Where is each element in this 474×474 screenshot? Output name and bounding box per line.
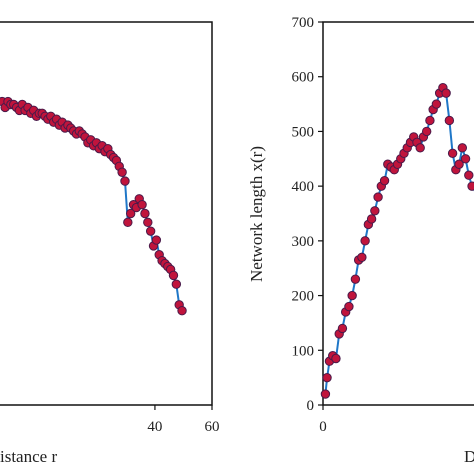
left-data-point (168, 270, 179, 281)
right-data-point (347, 290, 357, 301)
right-x-tick-label: 0 (319, 419, 327, 435)
left-data-point (143, 217, 153, 228)
right-y-tick-label: 600 (292, 70, 315, 86)
left-series-line (0, 99, 183, 312)
right-data-point (344, 301, 354, 312)
right-series-points (320, 82, 474, 399)
right-data-point (337, 323, 348, 334)
plot-frame-right (322, 21, 474, 406)
right-data-point (447, 148, 458, 159)
right-data-point (464, 170, 474, 180)
left-x-tick-label: 40 (147, 419, 162, 435)
right-y-tick-label: 400 (292, 179, 315, 195)
right-data-point (373, 192, 383, 202)
left-data-point (140, 208, 150, 219)
right-y-axis-label: Network length x(r) (247, 146, 266, 282)
right-y-ticks: 0 100 200 300 400 500 600 700 (292, 15, 323, 414)
right-x-ticks: 020 (319, 405, 327, 435)
left-data-point (171, 279, 182, 289)
left-x-axis-label: istance r (0, 447, 57, 466)
left-data-point (123, 217, 133, 228)
right-data-point (425, 115, 435, 126)
left-series-points (0, 96, 187, 316)
right-data-point (444, 115, 455, 126)
right-data-point (415, 143, 425, 153)
right-data-point (441, 88, 451, 98)
right-y-tick-label: 100 (292, 343, 315, 359)
right-x-axis-label: D (464, 447, 474, 466)
right-y-tick-label: 300 (292, 234, 315, 250)
left-data-point (177, 306, 187, 316)
right-y-tick-label: 500 (292, 124, 315, 140)
right-data-point (366, 214, 377, 224)
left-data-point (145, 226, 156, 236)
right-data-point (431, 99, 442, 109)
right-data-point (457, 143, 468, 153)
right-y-tick-label: 700 (292, 15, 315, 31)
right-data-point (360, 236, 370, 246)
right-data-point (460, 154, 471, 164)
right-data-point (379, 175, 390, 186)
left-data-point (125, 208, 136, 219)
right-series-line (324, 85, 474, 395)
right-data-point (350, 274, 361, 284)
right-y-tick-label: 0 (307, 398, 315, 414)
right-data-point (331, 353, 341, 364)
left-data-point (151, 235, 162, 245)
right-data-point (322, 372, 332, 383)
left-data-point (117, 167, 127, 177)
right-data-point (370, 206, 380, 216)
right-data-point (320, 389, 331, 399)
chart-right: 0 100 200 300 400 500 600 700 020 Network lengt… (247, 15, 474, 466)
right-data-point (454, 159, 464, 169)
left-data-point (120, 176, 130, 186)
right-y-tick-label: 200 (292, 289, 315, 305)
right-data-point (421, 126, 432, 137)
plot-frame-left (0, 21, 213, 406)
chart-left: 40 60 istance r (0, 21, 220, 466)
right-data-point (467, 181, 474, 191)
left-data-point (137, 199, 147, 210)
left-x-tick-label: 60 (205, 419, 220, 435)
left-x-ticks: 40 60 (147, 405, 220, 435)
right-data-point (357, 252, 367, 262)
left-x-axis-label-text: istance r (0, 447, 57, 466)
